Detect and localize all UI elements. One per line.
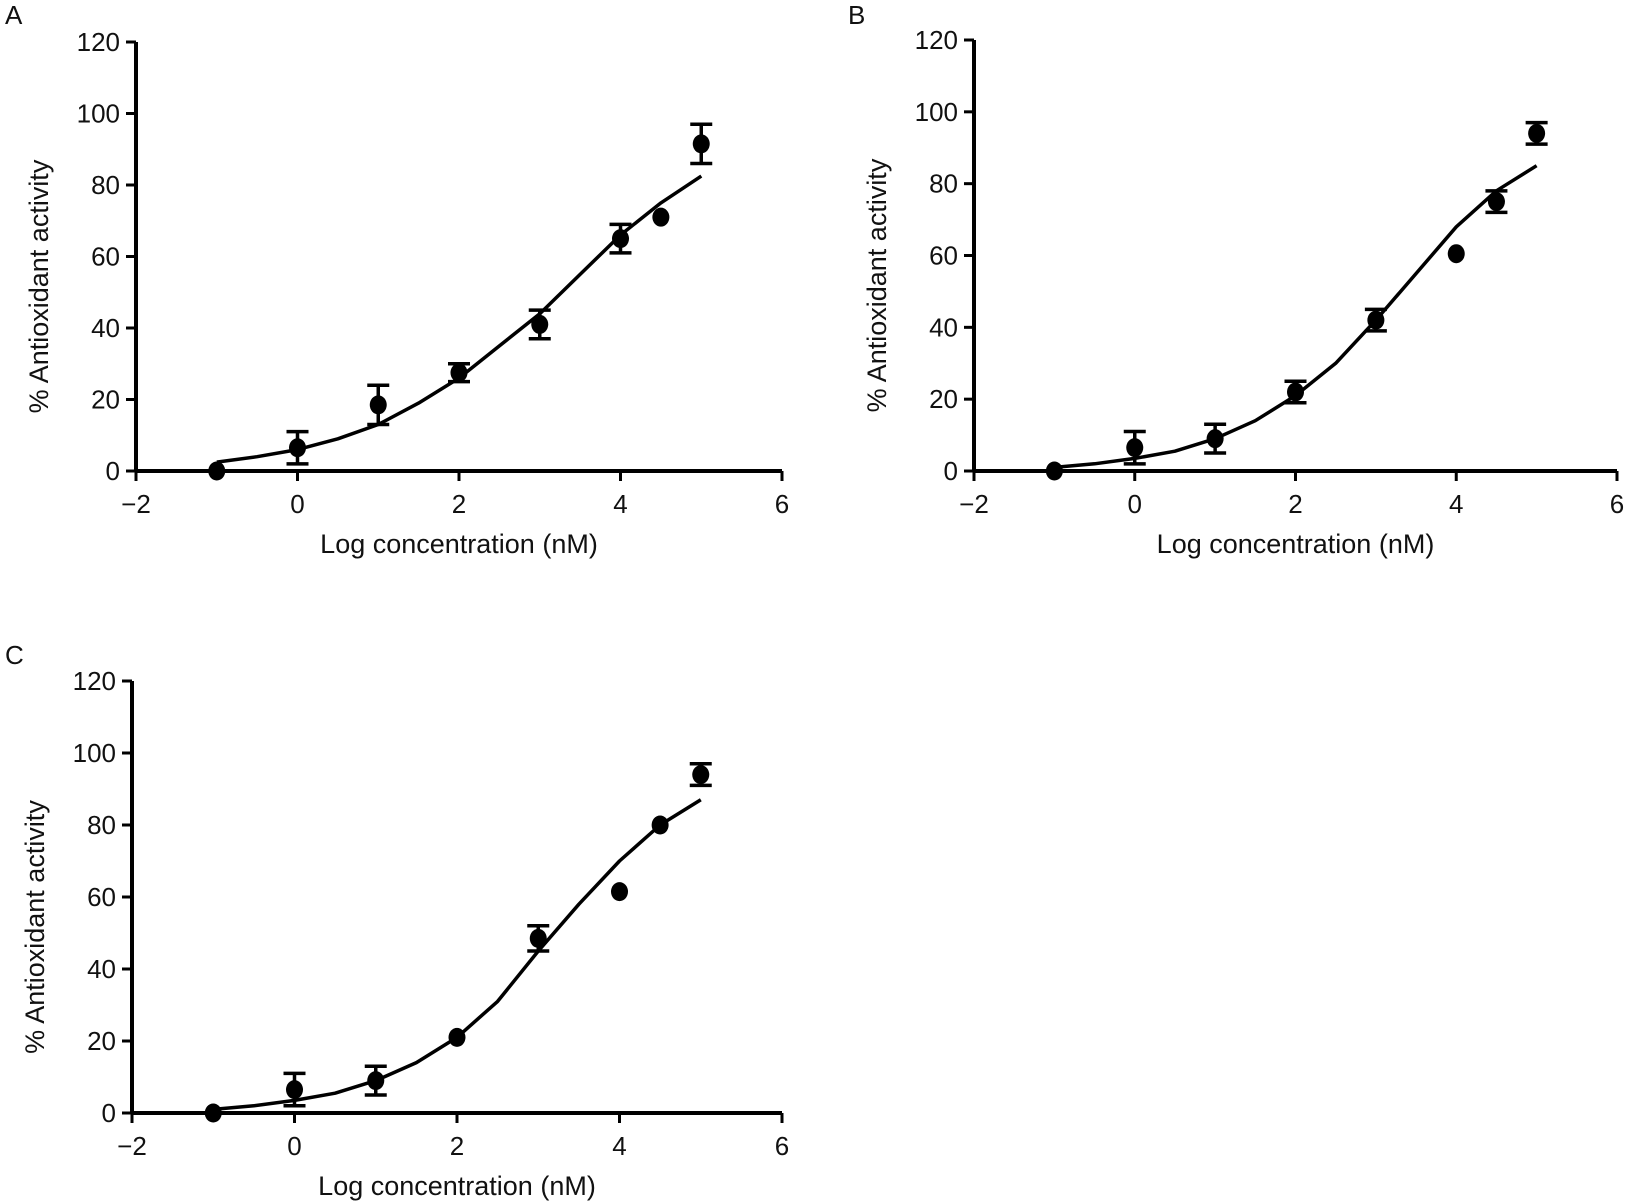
y-tick-label: 40: [929, 312, 958, 342]
x-tick-label: 0: [287, 1131, 301, 1161]
data-point: [1126, 438, 1144, 458]
x-tick-label: 6: [775, 1131, 789, 1161]
y-tick-label: 40: [91, 313, 120, 343]
y-axis-label: % Antioxidant activity: [24, 159, 54, 413]
y-tick-label: 120: [915, 25, 958, 55]
data-point: [692, 765, 710, 785]
fit-curve: [216, 174, 703, 464]
y-tick-label: 60: [91, 242, 120, 272]
x-axis-label: Log concentration (nM): [318, 1171, 596, 1201]
data-point: [1045, 461, 1063, 481]
y-tick-label: 40: [87, 954, 116, 984]
x-tick-label: −2: [117, 1131, 147, 1161]
data-point: [652, 207, 670, 227]
data-point: [1447, 244, 1465, 264]
x-tick-label: −2: [959, 489, 989, 519]
data-point: [692, 134, 710, 154]
y-tick-label: 120: [73, 666, 116, 696]
y-tick-label: 20: [87, 1026, 116, 1056]
y-tick-label: 80: [929, 169, 958, 199]
x-tick-label: 0: [290, 489, 304, 519]
panel-label: A: [5, 0, 23, 30]
data-point: [1287, 382, 1304, 402]
y-tick-label: 100: [73, 738, 116, 768]
fit-curve: [1054, 164, 1538, 470]
y-tick-label: 60: [929, 241, 958, 271]
data-point: [1487, 192, 1505, 212]
y-tick-label: 80: [91, 170, 120, 200]
data-point: [531, 314, 549, 334]
y-tick-label: 100: [915, 97, 958, 127]
y-tick-label: 120: [77, 27, 120, 57]
y-axis-label: % Antioxidant activity: [862, 158, 892, 412]
panel-label: B: [848, 0, 865, 30]
data-point: [448, 1027, 466, 1047]
y-tick-label: 20: [929, 384, 958, 414]
data-point: [204, 1103, 222, 1123]
data-point: [367, 1071, 385, 1091]
y-tick-label: 80: [87, 810, 116, 840]
x-tick-label: 6: [1610, 489, 1624, 519]
y-tick-label: 0: [944, 456, 958, 486]
x-axis-label: Log concentration (nM): [320, 529, 598, 559]
x-tick-label: 4: [612, 1131, 626, 1161]
data-point: [1206, 429, 1224, 449]
data-point: [651, 815, 669, 835]
data-point: [529, 928, 547, 948]
x-tick-label: 4: [1449, 489, 1463, 519]
y-tick-label: 0: [106, 456, 120, 486]
x-tick-label: 0: [1128, 489, 1142, 519]
y-tick-label: 60: [87, 882, 116, 912]
panel-label: C: [5, 640, 24, 670]
x-tick-label: 2: [452, 489, 466, 519]
x-tick-label: 4: [613, 489, 627, 519]
data-point: [369, 395, 387, 415]
x-tick-label: 2: [450, 1131, 464, 1161]
data-point: [286, 1080, 303, 1100]
y-axis-label: % Antioxidant activity: [20, 800, 50, 1054]
data-point: [1528, 123, 1546, 143]
x-tick-label: 6: [775, 489, 789, 519]
data-point: [1367, 310, 1385, 330]
x-axis-label: Log concentration (nM): [1157, 529, 1435, 559]
x-tick-label: −2: [121, 489, 151, 519]
y-tick-label: 0: [102, 1098, 116, 1128]
fit-curve: [213, 798, 702, 1112]
x-tick-label: 2: [1288, 489, 1302, 519]
y-tick-label: 100: [77, 99, 120, 129]
data-point: [612, 229, 629, 249]
data-point: [289, 438, 306, 458]
y-tick-label: 20: [91, 385, 120, 415]
data-point: [450, 363, 468, 383]
data-point: [208, 461, 226, 481]
data-point: [611, 882, 628, 902]
